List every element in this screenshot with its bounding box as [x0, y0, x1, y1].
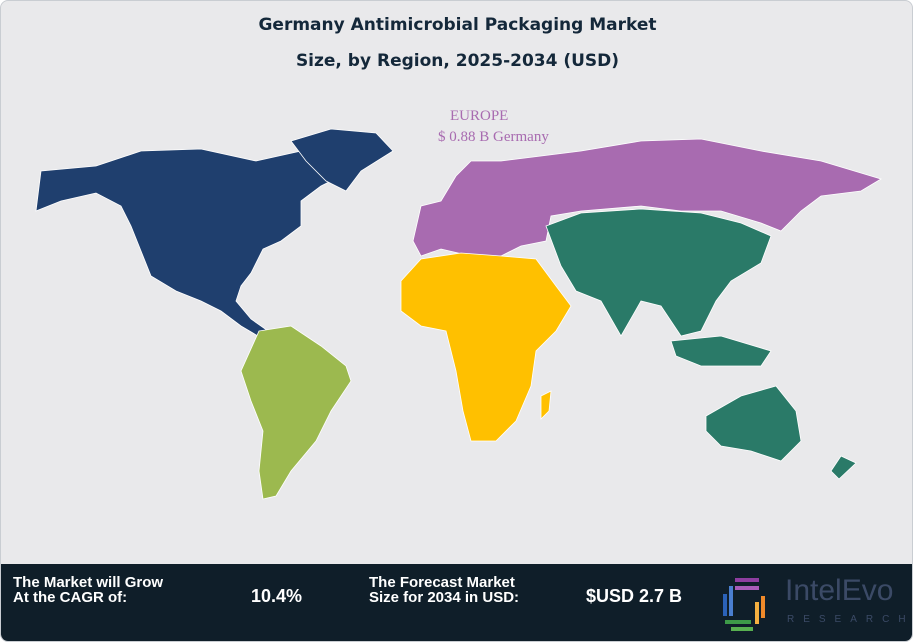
region-africa [400, 252, 572, 442]
region-new-zealand [830, 455, 857, 480]
forecast-label: The Forecast Market Size for 2034 in USD… [369, 574, 520, 606]
region-europe [412, 138, 882, 257]
cagr-label: The Market will Grow At the CAGR of: [13, 574, 164, 606]
logo-subtitle: RESEARCH [787, 614, 913, 625]
region-madagascar [540, 390, 552, 420]
intelevo-logo-icon [723, 578, 765, 631]
chart-subtitle: Size, by Region, 2025-2034 (USD) [295, 51, 620, 71]
region-greenland [290, 128, 394, 192]
forecast-value: $USD 2.7 B [586, 586, 683, 606]
cagr-value: 10.4% [251, 586, 303, 606]
chart-title: Germany Antimicrobial Packaging Market [258, 15, 657, 35]
germany-value-label: $ 0.88 B Germany [438, 129, 549, 145]
footer-bar: The Market will Grow At the CAGR of: 10.… [1, 564, 913, 641]
europe-region-label: EUROPE [450, 108, 509, 124]
region-australia [705, 385, 802, 462]
region-indonesia [670, 335, 772, 367]
region-south-america [240, 325, 352, 500]
logo-name: IntelEvo [785, 574, 894, 607]
region-asia [545, 208, 772, 337]
world-map [35, 128, 882, 500]
